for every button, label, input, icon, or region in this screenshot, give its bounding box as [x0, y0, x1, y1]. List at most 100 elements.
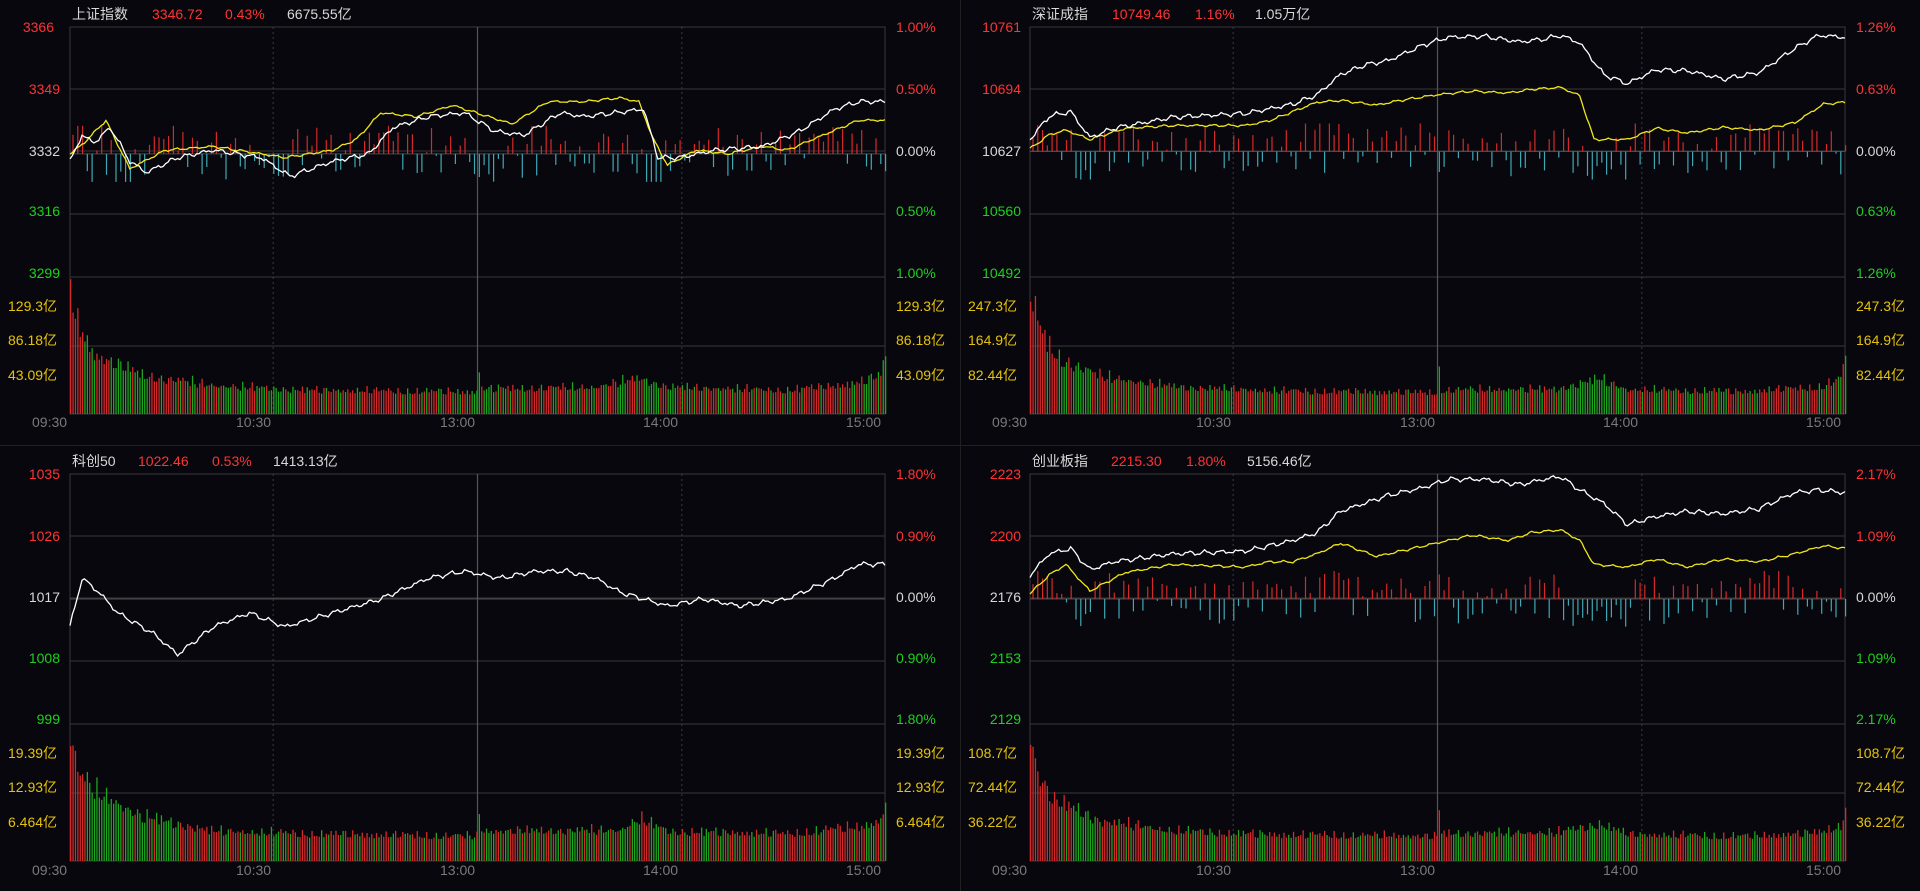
- volume-bar: [655, 824, 657, 861]
- pct-tick-label: 1.80%: [896, 711, 936, 727]
- volume-bar: [1563, 386, 1565, 414]
- volume-bar: [1101, 826, 1103, 861]
- volume-bar: [519, 828, 521, 861]
- volume-bar: [1644, 833, 1646, 861]
- volume-bar: [1651, 836, 1653, 861]
- price-tick-label: 999: [37, 711, 61, 727]
- volume-bar: [342, 390, 344, 414]
- volume-bar: [686, 382, 688, 414]
- price-tick-label: 3332: [29, 143, 60, 159]
- price-line: [1029, 33, 1846, 141]
- panel-shenzhen[interactable]: 深证成指 10749.46 1.16% 1.05万亿 10761 10694 1…: [968, 6, 1905, 430]
- volume-bar: [579, 388, 581, 414]
- tick-bar: [1099, 137, 1101, 152]
- volume-bar: [1445, 391, 1448, 414]
- tick-bar: [1209, 151, 1211, 153]
- volume-bar: [433, 391, 435, 414]
- volume-bar: [614, 832, 617, 861]
- volume-bar: [1840, 830, 1842, 861]
- volume-bar: [321, 393, 323, 414]
- volume-bar: [1720, 391, 1722, 414]
- volume-bar: [163, 381, 165, 414]
- volume-bar: [839, 825, 841, 861]
- tick-bar: [110, 140, 112, 154]
- volume-bar: [1149, 825, 1151, 861]
- volume-bar: [1211, 832, 1213, 861]
- tick-bar: [1491, 151, 1493, 168]
- tick-bar: [832, 127, 834, 154]
- volume-bar: [158, 378, 160, 414]
- volume-bar: [1335, 837, 1338, 861]
- panel-star50[interactable]: 科创50 1022.46 0.53% 1413.13亿 1035 1026 10…: [8, 453, 945, 878]
- tick-bar: [402, 153, 404, 170]
- volume-bar: [1531, 389, 1534, 414]
- volume-bar: [751, 832, 753, 861]
- volume-bar: [277, 391, 280, 414]
- volume-bar: [1696, 834, 1699, 861]
- volume-bar: [1560, 835, 1562, 861]
- volume-bar: [1271, 836, 1273, 861]
- volume-bar: [519, 390, 521, 414]
- volume-bar: [1156, 830, 1158, 861]
- volume-bar: [1135, 823, 1137, 861]
- pct-tick-label: 1.26%: [1856, 265, 1896, 281]
- volume-bar: [686, 834, 688, 861]
- volume-bar: [1615, 386, 1617, 414]
- tick-bar: [1462, 138, 1464, 152]
- volume-bar: [1701, 838, 1703, 861]
- volume-tick-label: 164.9亿: [968, 332, 1017, 348]
- volume-bar: [1603, 374, 1605, 414]
- volume-bar: [1307, 391, 1309, 414]
- tick-bar: [1782, 599, 1785, 610]
- volume-bar: [574, 390, 576, 414]
- tick-bar: [411, 134, 413, 154]
- tick-bar: [751, 153, 753, 171]
- volume-bar: [191, 375, 194, 414]
- volume-bar: [619, 384, 621, 414]
- volume-bar: [1292, 389, 1295, 414]
- volume-bar: [332, 388, 335, 414]
- volume-bar: [457, 834, 459, 861]
- tick-bar: [430, 127, 433, 154]
- volume-bar: [483, 832, 485, 861]
- panel-chinext[interactable]: 创业板指 2215.30 1.80% 5156.46亿 2223 2200 21…: [968, 453, 1905, 878]
- volume-bar: [347, 389, 349, 414]
- volume-bar: [93, 798, 96, 861]
- tick-bar: [1577, 599, 1579, 615]
- tick-bar: [1563, 599, 1565, 621]
- volume-bar: [349, 392, 351, 414]
- volume-bar: [1278, 834, 1280, 861]
- tick-bar: [1759, 583, 1761, 600]
- tick-bar: [1266, 138, 1268, 152]
- panel-shanghai[interactable]: 上证指数 3346.72 0.43% 6675.55亿 3366 3349 33…: [8, 6, 945, 430]
- tick-bar: [1730, 599, 1732, 613]
- tick-bar: [1276, 583, 1278, 600]
- volume-bar: [1094, 372, 1096, 414]
- volume-bar: [1802, 389, 1804, 414]
- volume-bar: [1257, 837, 1259, 861]
- volume-bar: [1216, 836, 1218, 861]
- tick-bar: [1046, 576, 1048, 599]
- volume-bar: [1089, 819, 1092, 861]
- volume-bar: [1704, 387, 1706, 414]
- volume-bar: [1402, 834, 1405, 861]
- tick-bar: [1476, 592, 1479, 600]
- volume-bar: [318, 392, 320, 414]
- volume-bar: [96, 777, 98, 861]
- volume-bar: [536, 828, 538, 861]
- volume-bar: [1410, 838, 1412, 861]
- volume-bar: [1240, 836, 1242, 861]
- tick-bar: [325, 140, 327, 154]
- volume-bar: [1622, 827, 1624, 861]
- volume-bar: [1111, 382, 1113, 414]
- volume-bar: [1044, 780, 1046, 861]
- volume-bar: [409, 393, 411, 414]
- volume-bar: [1534, 834, 1536, 861]
- volume-bar: [665, 828, 667, 861]
- volume-bar: [1333, 388, 1335, 414]
- volume-bar: [1108, 370, 1111, 414]
- volume-bar: [125, 807, 127, 861]
- tick-bar: [1615, 599, 1617, 606]
- tick-bar: [1467, 143, 1469, 152]
- volume-bar: [1658, 834, 1660, 861]
